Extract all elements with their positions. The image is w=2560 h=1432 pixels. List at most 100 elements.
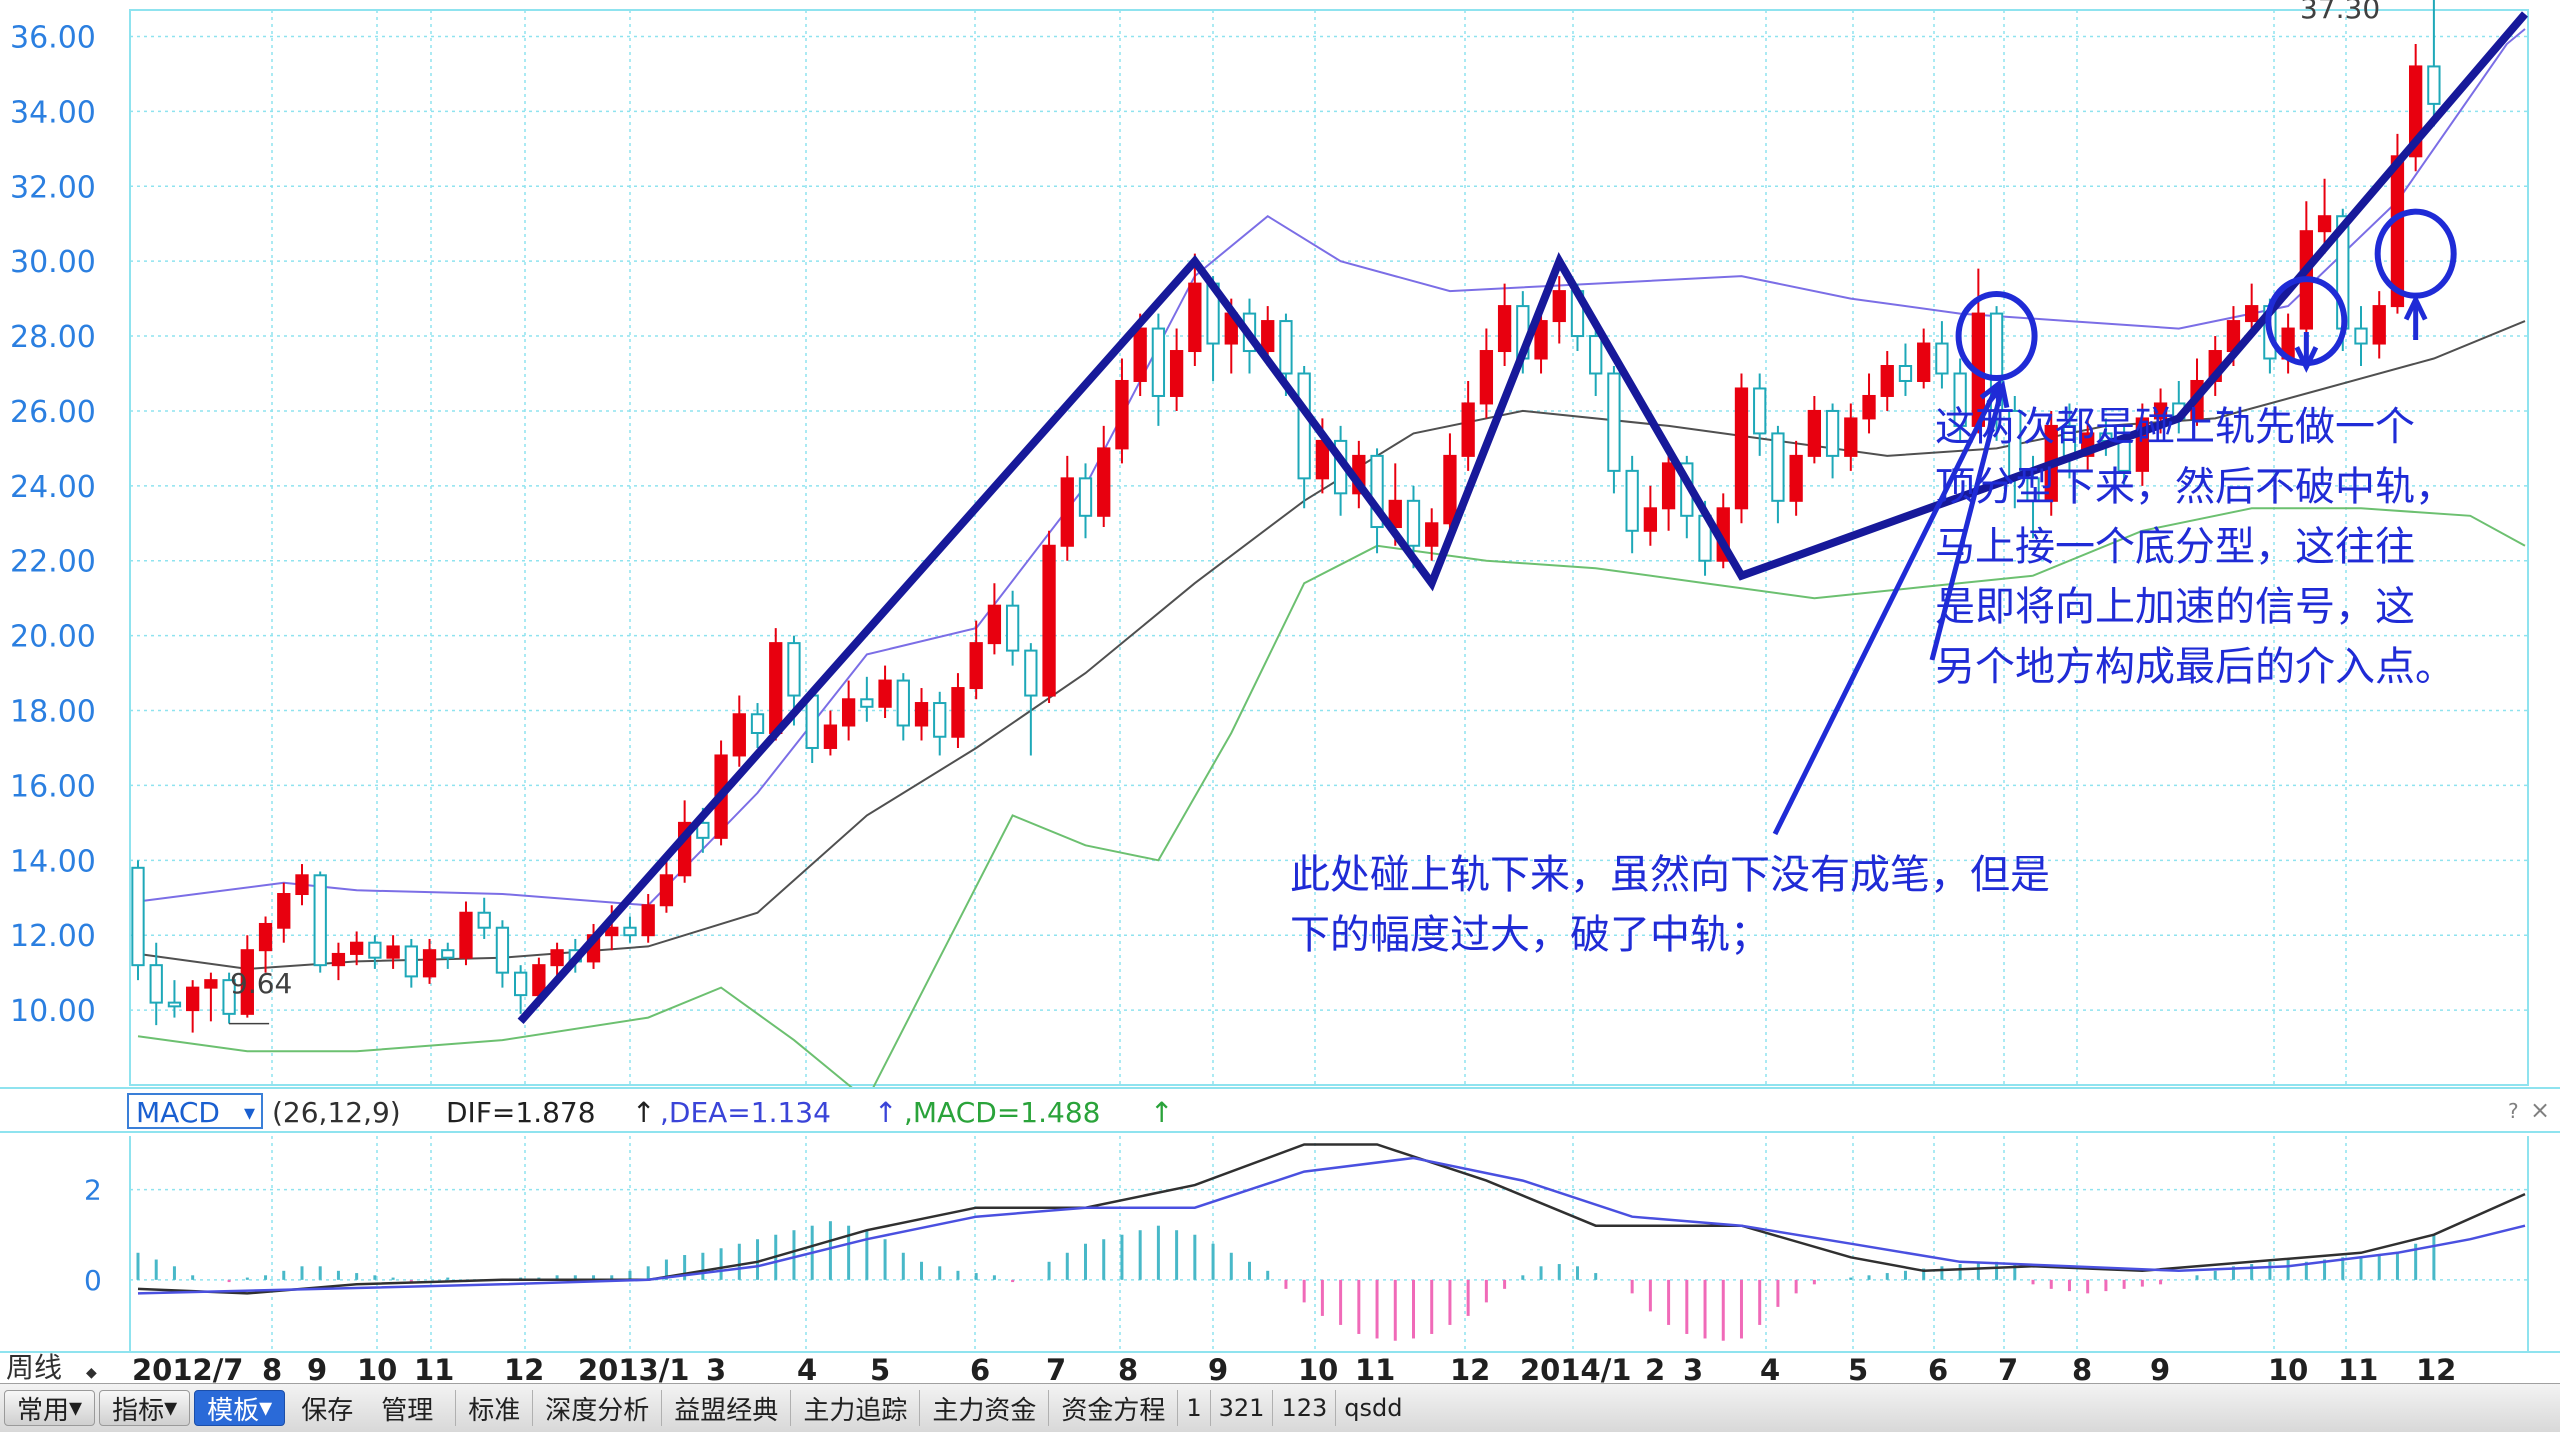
candle-down (222, 979, 236, 1015)
zigzag-line (517, 11, 2529, 1024)
small-tab-0[interactable]: 1 (1177, 1390, 1209, 1426)
candle-up (1862, 394, 1876, 420)
candle-up (186, 986, 200, 1012)
price-tick-label: 28.00 (10, 320, 96, 355)
small-tab-1[interactable]: 321 (1209, 1390, 1273, 1426)
candle-down (623, 926, 637, 937)
candle-up (841, 698, 856, 727)
candle-up (1789, 454, 1803, 502)
small-tabs: 1 321 123 qsdd (1177, 1390, 1410, 1426)
candle-up (1880, 365, 1894, 397)
candle-up (1425, 522, 1439, 547)
candle-up (2135, 417, 2149, 472)
candle-up (2317, 215, 2332, 233)
candle-down (368, 941, 382, 959)
lower-band-line (137, 507, 2526, 1102)
stock-chart: 36.00 34.00 32.00 30.00 28.00 26.00 24.00 22.00… (0, 0, 2560, 1383)
time-tick-label: 9 (307, 1353, 327, 1383)
candle-up (1461, 402, 1475, 457)
macd-tick-label: 0 (84, 1264, 102, 1297)
time-tick-label: 4 (1760, 1353, 1780, 1383)
candle-up (1042, 544, 1056, 697)
small-tab-3[interactable]: qsdd (1335, 1390, 1410, 1426)
time-tick-label: 10 (357, 1353, 397, 1383)
time-tick-label: 11 (414, 1353, 454, 1383)
candle-down (1589, 335, 1603, 375)
up-arrow-icon: ↑ (632, 1096, 655, 1129)
tab-2[interactable]: 益盟经典 (661, 1390, 790, 1426)
candle-down (513, 971, 528, 997)
price-tick-label: 16.00 (10, 769, 96, 804)
upper-band-line (137, 28, 2526, 907)
candle-up (1169, 350, 1184, 397)
candle-down (860, 698, 874, 708)
time-tick-label: 10 (2268, 1353, 2308, 1383)
candle-up (1661, 462, 1676, 510)
low-price-label: 9.64 (230, 967, 292, 1000)
time-tick-label: 5 (870, 1353, 890, 1383)
time-axis: 周线 ◆ 2012/7 8 9 10 11 12 2013/1 3 4 5 6 7 8 9 10 11 12 2014… (0, 1351, 2560, 1383)
bottom-annotation-line: 下的幅度过大，破了中轨； (1290, 912, 1770, 958)
candle-up (2081, 432, 2095, 457)
common-button[interactable]: 常用 ▾ (4, 1390, 96, 1426)
candle-up (459, 911, 473, 959)
price-tick-label: 14.00 (10, 844, 96, 879)
candle-up (1060, 477, 1074, 547)
candle-down (2354, 327, 2368, 345)
small-tab-2[interactable]: 123 (1272, 1390, 1335, 1426)
candle-down (1297, 372, 1311, 480)
time-tick-label: 7 (1046, 1353, 1066, 1383)
candle-down (1825, 409, 1840, 457)
macd-name-label: MACD (136, 1096, 220, 1129)
candle-up (1097, 447, 1111, 517)
tab-5[interactable]: 资金方程 (1048, 1390, 1177, 1426)
template-button[interactable]: 模板 ▾ (194, 1390, 286, 1426)
tab-0[interactable]: 标准 (455, 1390, 532, 1426)
candle-down (495, 926, 510, 974)
help-icon: ? (2508, 1099, 2519, 1123)
tab-3[interactable]: 主力追踪 (790, 1390, 919, 1426)
bottom-annotation-line: 此处碰上轨下来，虽然向下没有成笔，但是 (1290, 852, 2050, 898)
candle-up (258, 922, 273, 952)
up-arrow-icon: ↑ (874, 1096, 897, 1129)
macd-dif-label: DIF=1.878 (446, 1096, 596, 1129)
right-annotation-line: 是即将向上加速的信号，这 (1935, 584, 2415, 630)
time-tick-label: 7 (1998, 1353, 2018, 1383)
time-tick-label: 8 (1118, 1353, 1138, 1383)
candle-up (1188, 282, 1202, 353)
manage-button[interactable]: 管理 (381, 1395, 434, 1426)
up-arrow-icon: ↑ (1150, 1096, 1173, 1129)
right-annotation-line: 马上接一个底分型，这往往 (1935, 524, 2415, 570)
candle-down (167, 1001, 182, 1008)
candle-down (1771, 432, 1785, 502)
candle-up (878, 679, 892, 708)
macd-dea-label: ,DEA=1.134 (660, 1096, 831, 1129)
price-tick-label: 22.00 (10, 545, 96, 580)
indicator-button[interactable]: 指标 ▾ (99, 1390, 191, 1426)
arrow-to-circle-3-head (2403, 293, 2428, 321)
price-axis-labels: 36.00 34.00 32.00 30.00 28.00 26.00 24.00 22.00… (10, 0, 2380, 1029)
price-panel-frame (129, 9, 2529, 1086)
tab-1[interactable]: 深度分析 (532, 1390, 661, 1426)
candle-down (1898, 365, 1913, 382)
candle-up (1844, 417, 1858, 457)
candle-up (386, 945, 400, 959)
macd-header-bg (0, 1088, 2560, 1132)
time-axis-bg (0, 1352, 2560, 1383)
candle-down (404, 945, 418, 978)
tab-4[interactable]: 主力资金 (919, 1390, 1048, 1426)
time-tick-label: 2 (1645, 1353, 1665, 1383)
candle-up (277, 893, 291, 929)
candle-down (1953, 372, 1967, 427)
indicator-tabs: 标准 深度分析 益盟经典 主力追踪 主力资金 资金方程 (455, 1390, 1177, 1426)
save-button[interactable]: 保存 (301, 1395, 354, 1426)
candle-down (131, 866, 145, 967)
candle-up (1479, 350, 1494, 405)
candle-up (2409, 65, 2423, 158)
candle-up (987, 604, 1002, 645)
arrow-to-upper-touch (1772, 382, 2001, 836)
dea-line (137, 1156, 2526, 1295)
candle-down (1753, 387, 1767, 435)
macd-tick-label: 2 (84, 1174, 102, 1207)
candle-down (1370, 454, 1384, 529)
